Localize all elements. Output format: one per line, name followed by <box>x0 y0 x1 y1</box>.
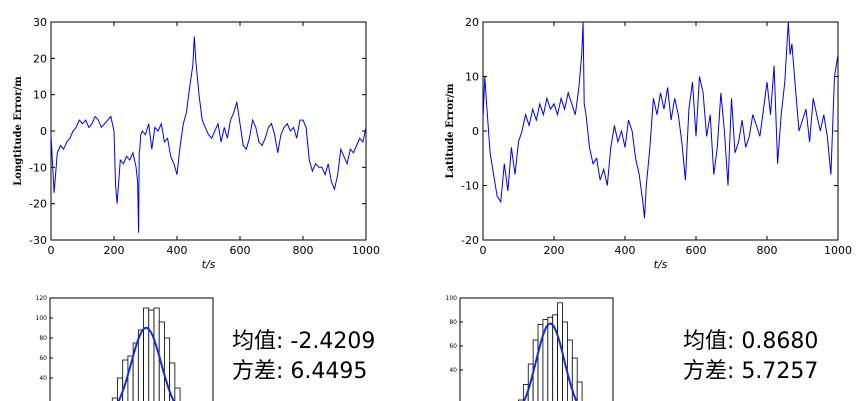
latitude-histogram-ytick-label: 80 <box>449 319 457 326</box>
latitude-histogram-hist-bar <box>522 383 529 401</box>
longitude-chart-ytick-label: -30 <box>29 234 47 247</box>
longitude-histogram-ytick-label: 60 <box>39 355 47 362</box>
latitude-chart-xtick-label: 800 <box>757 244 778 257</box>
latitude-chart-ytick-label: 10 <box>465 71 479 84</box>
mean-label: 均值: <box>683 329 735 354</box>
latitude-histogram-hist-bar <box>547 316 554 401</box>
latitude-chart-ytick-label: 0 <box>472 125 479 138</box>
latitude-chart-xtick-label: 1000 <box>824 244 852 257</box>
variance-label: 方差: <box>683 359 735 384</box>
mean-value: 0.8680 <box>741 329 819 354</box>
latitude-chart-ytick-label: 20 <box>465 16 479 29</box>
latitude-chart-xtick-label: 200 <box>544 244 565 257</box>
longitude-chart-xlabel: t/s <box>202 258 216 271</box>
latitude-chart-xtick-label: 400 <box>615 244 636 257</box>
latitude-chart-ytick-label: -10 <box>461 180 479 193</box>
variance-value: 6.4495 <box>290 359 368 384</box>
longitude-chart-ytick-label: -10 <box>29 161 47 174</box>
mean-text-right: 均值: 0.8680 <box>683 327 818 357</box>
latitude-histogram-fit-curve <box>522 322 578 401</box>
variance-value: 5.7257 <box>741 359 819 384</box>
longitude-chart-ytick-label: 0 <box>40 125 47 138</box>
longitude-chart-ytick-label: -20 <box>29 198 47 211</box>
longitude-histogram-hist-bar <box>137 329 144 401</box>
variance-label: 方差: <box>232 359 284 384</box>
latitude-histogram-ytick-label: 60 <box>449 343 457 350</box>
latitude-histogram-ytick-label: 40 <box>449 367 457 374</box>
longitude-chart-xtick-label: 0 <box>48 244 55 257</box>
longitude-histogram-hist-bar <box>111 397 118 401</box>
longitude-chart-ytick-label: 10 <box>33 89 47 102</box>
longitude-chart-xtick-label: 600 <box>230 244 251 257</box>
longitude-chart-xtick-label: 1000 <box>352 244 380 257</box>
mean-text-left: 均值: -2.4209 <box>232 327 375 357</box>
longitude-histogram-ytick-label: 80 <box>39 335 47 342</box>
latitude-chart-ylabel: Latitude Error/m <box>445 83 456 178</box>
longitude-chart-axes-box <box>50 21 367 241</box>
latitude-histogram-ytick-label: 100 <box>446 295 458 302</box>
mean-label: 均值: <box>232 329 284 354</box>
variance-text-left: 方差: 6.4495 <box>232 357 367 387</box>
latitude-chart-series-line <box>482 21 839 219</box>
longitude-chart-xtick-label: 200 <box>104 244 125 257</box>
longitude-histogram-fit-curve <box>117 326 175 401</box>
latitude-chart-xlabel: t/s <box>654 258 668 271</box>
longitude-histogram-ytick-label: 100 <box>36 315 48 322</box>
longitude-histogram-ytick-label: 120 <box>36 295 48 302</box>
latitude-histogram-hist-bar <box>576 381 583 401</box>
mean-value: -2.4209 <box>290 329 376 354</box>
latitude-chart-xtick-label: 0 <box>480 244 487 257</box>
longitude-histogram-hist-bar <box>143 307 150 401</box>
latitude-chart-ytick-label: -20 <box>461 234 479 247</box>
longitude-chart-xtick-label: 400 <box>167 244 188 257</box>
variance-text-right: 方差: 5.7257 <box>683 357 818 387</box>
longitude-chart-ylabel: Longtitude Error/m <box>13 76 24 186</box>
longitude-histogram-ytick-label: 40 <box>39 375 47 382</box>
longitude-histogram-hist-bar <box>148 309 155 401</box>
latitude-histogram-axes-box <box>459 297 614 401</box>
longitude-chart-ytick-label: 20 <box>33 52 47 65</box>
longitude-chart-ytick-label: 30 <box>33 16 47 29</box>
longitude-chart-series-line <box>50 36 367 233</box>
longitude-chart-xtick-label: 800 <box>293 244 314 257</box>
latitude-chart-xtick-label: 600 <box>686 244 707 257</box>
latitude-chart-axes-box <box>482 21 839 241</box>
longitude-histogram-hist-bar <box>174 387 181 401</box>
latitude-histogram-hist-bar <box>567 339 573 401</box>
